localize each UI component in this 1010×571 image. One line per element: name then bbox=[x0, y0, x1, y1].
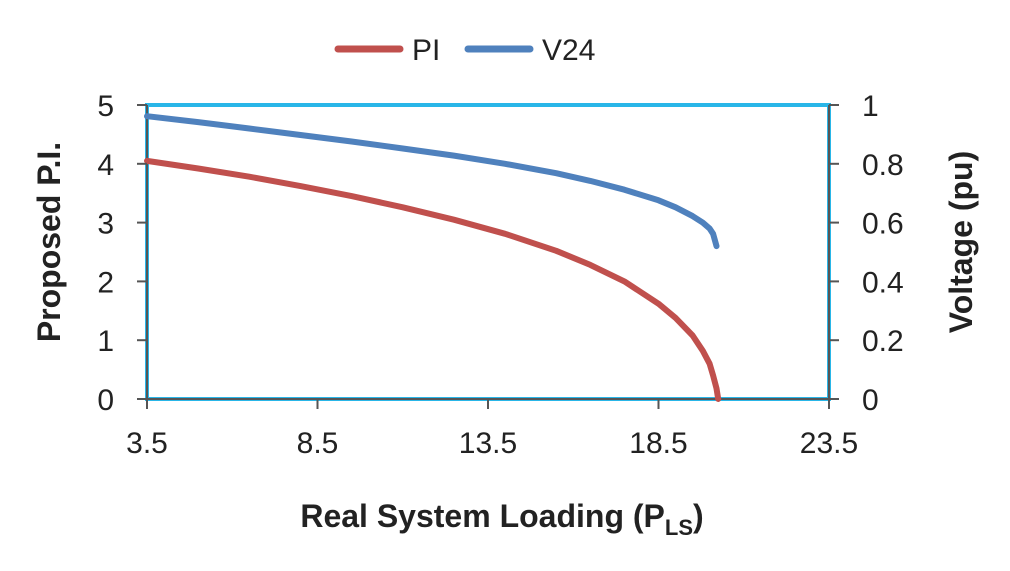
y-right-tick-label: 0.4 bbox=[862, 266, 904, 299]
y-right-axis-ticks: 0 0.2 0.4 0.6 0.8 1 bbox=[829, 90, 904, 417]
y-left-tick-label: 2 bbox=[97, 266, 114, 299]
y-left-axis-ticks: 0 1 2 3 4 5 bbox=[97, 90, 147, 417]
y-right-tick-label: 0.6 bbox=[862, 208, 904, 241]
x-axis-ticks: 3.5 8.5 13.5 18.5 23.5 bbox=[126, 399, 858, 460]
y-right-tick-label: 0 bbox=[862, 384, 879, 417]
y-left-tick-label: 4 bbox=[97, 149, 114, 182]
x-tick-label: 8.5 bbox=[297, 427, 339, 460]
x-tick-label: 18.5 bbox=[629, 427, 687, 460]
legend-label-v24: V24 bbox=[542, 34, 595, 67]
legend: PI V24 bbox=[334, 34, 595, 67]
y-right-axis-title: Voltage (pu) bbox=[943, 151, 979, 334]
series-line-v24 bbox=[144, 113, 720, 250]
legend-label-pi: PI bbox=[412, 34, 440, 67]
x-tick-label: 3.5 bbox=[126, 427, 168, 460]
x-axis-title-subscript: LS bbox=[665, 515, 693, 540]
y-left-axis-title: Proposed P.I. bbox=[31, 142, 67, 342]
y-right-tick-label: 0.8 bbox=[862, 149, 904, 182]
y-left-tick-label: 1 bbox=[97, 325, 114, 358]
series-layer bbox=[144, 113, 722, 402]
x-axis-title-main: Real System Loading (P bbox=[300, 498, 665, 534]
y-right-tick-label: 1 bbox=[862, 90, 879, 123]
x-axis-title-close: ) bbox=[693, 498, 704, 534]
y-left-tick-label: 0 bbox=[97, 384, 114, 417]
y-left-tick-label: 5 bbox=[97, 90, 114, 123]
plot-frame bbox=[145, 103, 831, 401]
x-tick-label: 13.5 bbox=[459, 427, 517, 460]
x-axis-title: Real System Loading (PLS) bbox=[300, 498, 703, 540]
y-left-tick-label: 3 bbox=[97, 208, 114, 241]
series-line-pi bbox=[144, 157, 722, 402]
plot-area bbox=[145, 103, 831, 401]
y-right-tick-label: 0.2 bbox=[862, 325, 904, 358]
x-tick-label: 23.5 bbox=[800, 427, 858, 460]
